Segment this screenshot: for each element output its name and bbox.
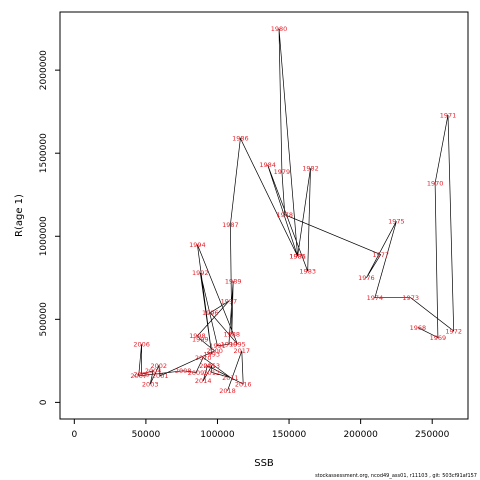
point-label-1992: 1992 (192, 269, 209, 277)
point-label-1981: 1981 (289, 253, 306, 261)
point-label-2016: 2016 (235, 380, 252, 388)
y-tick-label: 1500000 (39, 133, 49, 173)
point-label-1999: 1999 (192, 336, 209, 344)
point-label-2008: 2008 (175, 367, 192, 375)
point-label-2015: 2015 (199, 362, 216, 370)
point-label-2006: 2006 (133, 341, 150, 349)
point-label-1990: 1990 (221, 341, 238, 349)
point-label-2004: 2004 (145, 367, 162, 375)
point-label-1968: 1968 (410, 324, 427, 332)
point-label-2001: 2001 (152, 372, 169, 380)
point-label-2002: 2002 (151, 362, 168, 370)
point-label-1978: 1978 (277, 211, 294, 219)
x-axis: 0 50000 100000 150000 200000 250000 (71, 419, 450, 440)
point-label-1987: 1987 (222, 221, 239, 229)
point-label-2012: 2012 (203, 369, 220, 377)
point-label-1997: 1997 (221, 297, 238, 305)
point-label-1983: 1983 (299, 268, 316, 276)
point-label-1971: 1971 (440, 111, 457, 119)
point-label-1982: 1982 (302, 165, 319, 173)
point-label-1985: 1985 (289, 253, 306, 261)
point-label-2000: 2000 (206, 347, 223, 355)
point-label-1979: 1979 (274, 168, 291, 176)
point-label-1991: 1991 (209, 342, 226, 350)
point-label-1995: 1995 (229, 341, 246, 349)
point-label-1973: 1973 (402, 294, 419, 302)
point-label-1993: 1993 (203, 351, 220, 359)
x-tick-label: 0 (71, 430, 77, 440)
plot-area-frame (59, 11, 469, 420)
point-label-1994: 1994 (189, 241, 206, 249)
point-label-1976: 1976 (358, 274, 375, 282)
x-tick-label: 200000 (343, 430, 378, 440)
y-tick-label: 0 (39, 399, 49, 405)
point-label-1996: 1996 (202, 309, 219, 317)
point-label-2011: 2011 (222, 374, 239, 382)
point-label-2013: 2013 (203, 362, 220, 370)
x-tick-label: 100000 (200, 430, 235, 440)
point-label-2005: 2005 (133, 370, 150, 378)
trajectory-line (138, 28, 455, 391)
point-label-2003: 2003 (142, 380, 159, 388)
x-tick-label: 150000 (272, 430, 307, 440)
point-label-1975: 1975 (388, 218, 405, 226)
y-tick-label: 2000000 (39, 50, 49, 90)
point-label-2009: 2009 (188, 369, 205, 377)
x-axis-label: SSB (254, 458, 274, 469)
point-label-2010: 2010 (195, 354, 212, 362)
point-label-2017: 2017 (234, 347, 251, 355)
point-label-1974: 1974 (367, 294, 384, 302)
y-axis: 0 500000 1000000 1500000 2000000 (39, 50, 60, 405)
point-label-1989: 1989 (225, 277, 242, 285)
y-tick-label: 1000000 (39, 216, 49, 256)
series-line (138, 28, 455, 391)
y-tick-label: 500000 (39, 302, 49, 337)
point-label-1980: 1980 (271, 25, 288, 33)
point-label-1969: 1969 (430, 334, 447, 342)
point-label-1986: 1986 (232, 135, 249, 143)
point-label-1977: 1977 (372, 251, 389, 259)
point-label-2018: 2018 (219, 387, 236, 395)
y-axis-label: R(age 1) (14, 194, 25, 237)
point-label-2007: 2007 (130, 372, 147, 380)
x-tick-label: 250000 (415, 430, 450, 440)
point-label-1972: 1972 (445, 327, 462, 335)
x-tick-label: 50000 (132, 430, 161, 440)
point-label-1998: 1998 (189, 332, 206, 340)
footer-caption: stockassessment.org, ncod49_ass01, r1110… (315, 473, 477, 479)
point-label-2014: 2014 (195, 377, 212, 385)
point-label-1970: 1970 (427, 179, 444, 187)
point-label-1988: 1988 (224, 331, 241, 339)
point-label-1984: 1984 (259, 161, 276, 169)
